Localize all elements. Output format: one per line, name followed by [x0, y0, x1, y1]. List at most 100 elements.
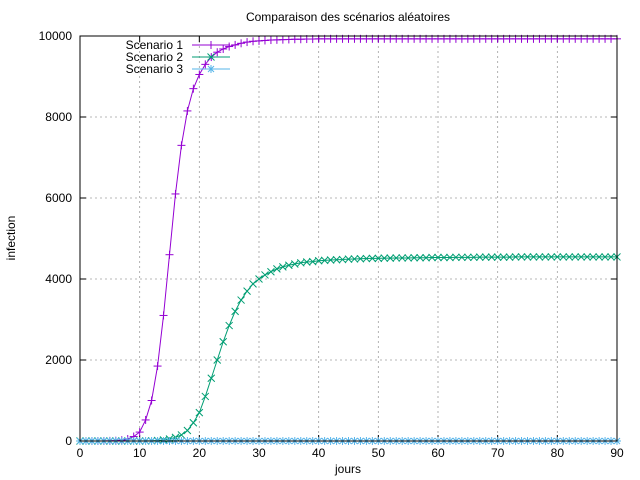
data-point-marker — [422, 253, 430, 262]
data-point-marker — [589, 253, 597, 261]
grid — [80, 36, 617, 441]
data-point-marker — [469, 253, 478, 262]
data-point-marker — [511, 253, 520, 261]
data-point-marker — [189, 84, 198, 93]
data-point-marker — [338, 255, 347, 264]
data-point-marker — [523, 253, 532, 261]
data-point-marker — [237, 296, 245, 304]
data-point-marker — [374, 254, 383, 263]
data-point-marker — [135, 428, 144, 437]
legend-item: Scenario 3 — [126, 62, 230, 76]
data-point-marker — [458, 253, 466, 262]
data-point-marker — [147, 396, 156, 405]
x-tick-label: 20 — [193, 446, 207, 460]
data-point-marker — [577, 253, 586, 261]
data-point-marker — [290, 260, 299, 268]
data-point-marker — [350, 255, 359, 263]
plot-frame — [79, 35, 618, 442]
data-point-marker — [201, 60, 210, 69]
data-point-marker — [559, 253, 568, 261]
data-point-marker — [231, 307, 239, 316]
data-point-marker — [571, 253, 580, 261]
series-2 — [76, 253, 621, 445]
data-point-marker — [255, 275, 263, 283]
data-point-marker — [565, 253, 574, 261]
x-tick-label: 40 — [312, 446, 326, 460]
data-point-marker — [452, 253, 460, 262]
data-point-marker — [434, 253, 442, 262]
data-point-marker — [553, 253, 562, 261]
data-point-marker — [219, 44, 228, 53]
data-point-marker — [428, 253, 436, 262]
data-point-marker — [159, 311, 168, 320]
data-point-marker — [332, 255, 341, 264]
series-line — [80, 256, 617, 442]
data-point-marker — [368, 254, 377, 263]
data-point-marker — [183, 106, 192, 115]
data-point-marker — [183, 426, 192, 435]
data-point-marker — [547, 253, 556, 261]
data-point-marker — [487, 253, 496, 261]
data-point-marker — [207, 41, 215, 49]
data-point-marker — [189, 418, 198, 427]
data-point-marker — [207, 53, 215, 61]
y-tick-label: 8000 — [45, 110, 72, 124]
x-tick-label: 50 — [372, 446, 386, 460]
data-point-marker — [344, 255, 353, 264]
data-point-marker — [243, 38, 252, 47]
data-point-marker — [392, 254, 401, 262]
data-point-marker — [213, 48, 222, 57]
y-tick-label: 6000 — [45, 191, 72, 205]
y-tick-label: 10000 — [39, 29, 73, 43]
data-point-marker — [416, 253, 424, 262]
x-tick-label: 70 — [491, 446, 505, 460]
ticks: 0 10 20 30 40 50 60 70 80 90 0 2000 4000 6000 8000 1000… — [39, 29, 624, 460]
data-point-marker — [356, 254, 365, 263]
data-point-marker — [446, 253, 454, 262]
data-point-marker — [499, 253, 508, 261]
data-point-marker — [320, 256, 329, 265]
legend-label: Scenario 2 — [126, 50, 184, 64]
data-point-marker — [535, 253, 544, 261]
series-layer — [76, 34, 621, 445]
series-line — [80, 38, 617, 442]
data-point-marker — [165, 250, 174, 259]
data-point-marker — [201, 392, 210, 401]
data-point-marker — [225, 321, 234, 330]
data-point-marker — [261, 271, 269, 279]
data-point-marker — [541, 253, 550, 261]
data-point-marker — [505, 253, 514, 261]
data-point-marker — [326, 256, 335, 264]
data-point-marker — [249, 280, 257, 288]
data-point-marker — [595, 253, 603, 261]
legend-item: Scenario 1 — [126, 38, 230, 52]
data-point-marker — [177, 141, 186, 150]
data-point-marker — [410, 253, 418, 262]
data-point-marker — [141, 415, 150, 424]
y-axis-label: infection — [4, 216, 18, 261]
legend-label: Scenario 3 — [126, 62, 184, 76]
x-tick-label: 30 — [252, 446, 266, 460]
data-point-marker — [529, 253, 538, 261]
data-point-marker — [481, 253, 490, 261]
data-point-marker — [440, 253, 448, 262]
data-point-marker — [279, 262, 287, 271]
data-point-marker — [195, 408, 204, 417]
legend-item: Scenario 2 — [126, 50, 230, 64]
x-tick-label: 80 — [551, 446, 565, 460]
data-point-marker — [231, 40, 240, 49]
x-tick-label: 10 — [133, 446, 147, 460]
chart-title: Comparaison des scénarios aléatoires — [246, 10, 450, 24]
data-point-marker — [213, 356, 222, 364]
data-point-marker — [177, 431, 186, 439]
data-point-marker — [362, 254, 371, 263]
data-point-marker — [380, 254, 389, 262]
data-point-marker — [225, 42, 234, 51]
data-point-marker — [237, 39, 246, 48]
data-point-marker — [284, 261, 293, 270]
data-point-marker — [386, 254, 395, 262]
y-tick-label: 4000 — [45, 272, 72, 286]
data-point-marker — [475, 253, 484, 261]
